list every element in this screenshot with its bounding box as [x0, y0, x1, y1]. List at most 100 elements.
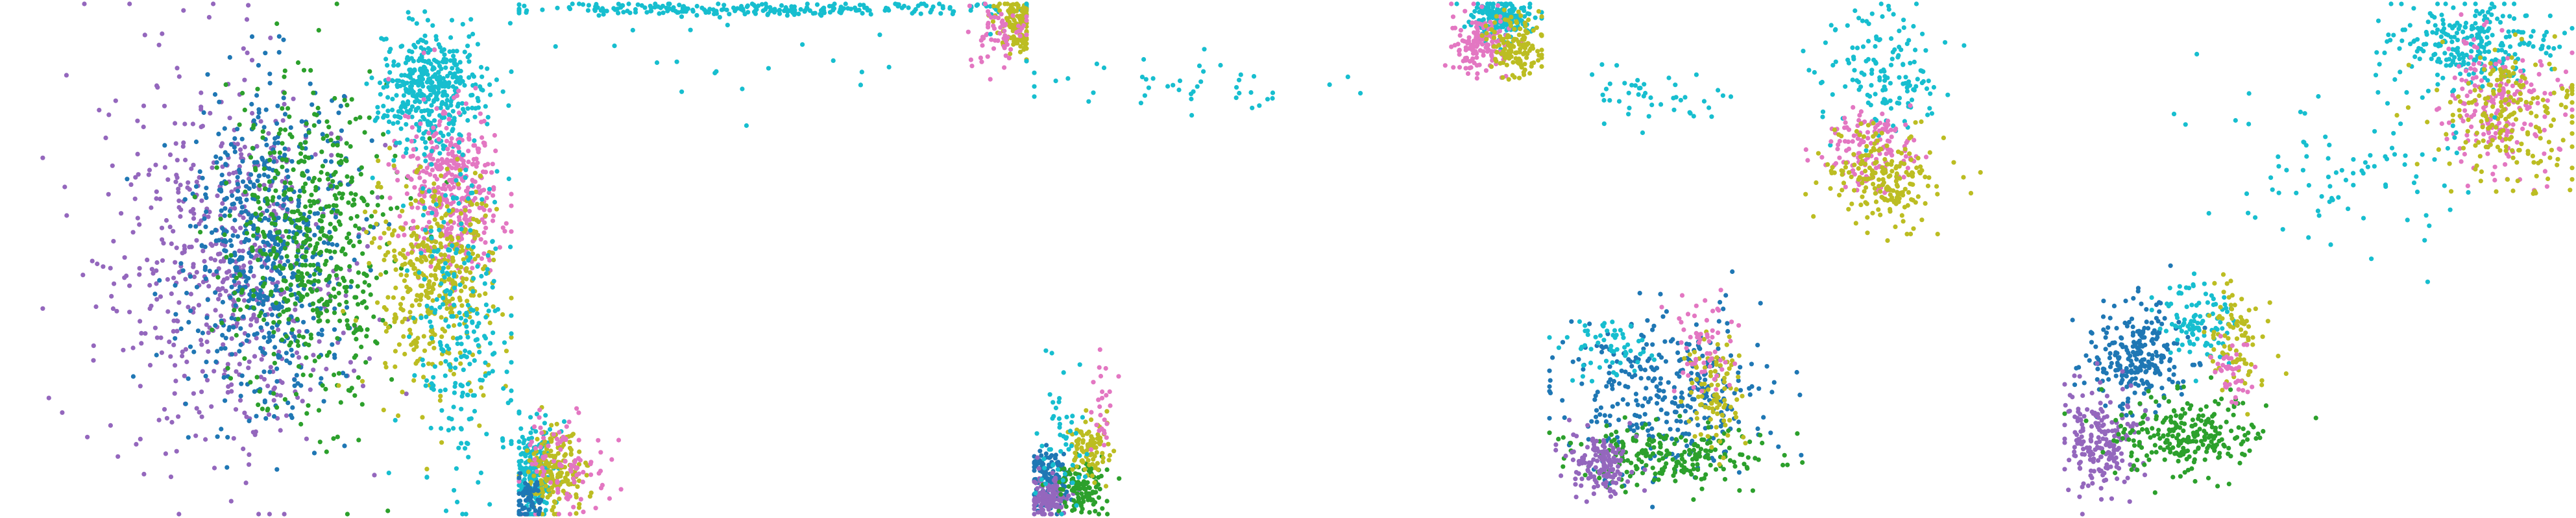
scatter-point: [446, 362, 452, 367]
scatter-point: [237, 272, 242, 277]
scatter-point: [261, 125, 267, 130]
scatter-point: [472, 256, 478, 262]
scatter-point: [504, 221, 509, 226]
scatter-point: [453, 174, 458, 179]
scatter-point: [197, 169, 202, 174]
scatter-point: [472, 138, 477, 143]
scatter-point: [429, 381, 434, 386]
scatter-point: [385, 325, 391, 330]
scatter-point: [91, 343, 96, 349]
scatter-point: [162, 143, 167, 148]
scatter-point: [221, 342, 226, 347]
scatter-point: [414, 169, 419, 175]
scatter-point: [240, 179, 246, 184]
scatter-panel-1: [0, 0, 515, 518]
scatter-point: [85, 434, 90, 439]
scatter-point: [304, 233, 309, 238]
scatter-point: [666, 1, 671, 6]
scatter-point: [435, 166, 441, 172]
scatter-point: [243, 190, 248, 195]
scatter-point: [263, 416, 269, 421]
scatter-point: [482, 334, 487, 339]
scatter-point: [237, 196, 243, 201]
scatter-point: [181, 140, 186, 145]
scatter-point: [392, 228, 397, 233]
scatter-point: [411, 42, 417, 48]
scatter-point: [1023, 43, 1028, 49]
scatter-point: [109, 293, 114, 299]
scatter-point: [441, 302, 446, 307]
scatter-point: [565, 472, 570, 477]
scatter-point: [265, 174, 271, 179]
scatter-point: [385, 508, 391, 513]
scatter-point: [318, 206, 323, 212]
scatter-point: [393, 285, 398, 291]
scatter-point: [325, 171, 330, 177]
scatter-point: [392, 254, 397, 259]
scatter-point: [413, 80, 418, 86]
scatter-point: [471, 276, 476, 281]
scatter-point: [458, 75, 463, 80]
scatter-point: [1019, 38, 1024, 43]
scatter-point: [1234, 85, 1239, 90]
scatter-point: [472, 114, 478, 119]
scatter-point: [509, 360, 514, 365]
scatter-point: [517, 463, 522, 468]
scatter-point: [267, 179, 272, 184]
scatter-point: [345, 174, 350, 179]
scatter-point: [349, 175, 355, 180]
scatter-point: [452, 323, 457, 328]
scatter-point: [450, 75, 456, 80]
scatter-point: [372, 209, 378, 214]
scatter-point: [188, 308, 193, 314]
scatter-point: [168, 475, 174, 480]
scatter-point: [563, 459, 568, 464]
scatter-point: [443, 186, 448, 192]
scatter-point: [551, 504, 556, 510]
scatter-point: [242, 410, 247, 415]
scatter-point: [745, 3, 750, 8]
scatter-point: [189, 166, 194, 171]
scatter-point: [417, 128, 422, 133]
scatter-point: [1079, 445, 1084, 450]
scatter-point: [271, 159, 276, 164]
scatter-point: [483, 373, 488, 378]
scatter-point: [520, 450, 525, 456]
scatter-point: [1097, 347, 1102, 352]
scatter-point: [690, 8, 696, 14]
scatter-point: [419, 108, 424, 114]
scatter-point: [980, 34, 985, 40]
scatter-point: [422, 140, 428, 145]
scatter-point: [176, 300, 182, 305]
scatter-point: [368, 224, 373, 229]
scatter-point: [424, 467, 430, 472]
scatter-point: [213, 154, 219, 160]
scatter-point: [1117, 476, 1122, 481]
scatter-point: [476, 321, 481, 326]
scatter-point: [311, 450, 317, 456]
scatter-point: [1189, 113, 1195, 118]
scatter-point: [154, 297, 160, 302]
scatter-point: [1083, 419, 1088, 425]
scatter-point: [626, 1, 631, 6]
scatter-point: [468, 228, 473, 233]
scatter-point: [273, 265, 278, 270]
scatter-point: [472, 195, 478, 201]
scatter-point: [303, 133, 308, 138]
scatter-point: [284, 299, 289, 304]
scatter-point: [542, 421, 547, 426]
scatter-point: [217, 188, 222, 193]
scatter-point: [380, 195, 385, 200]
scatter-point: [1097, 428, 1102, 434]
scatter-point: [114, 308, 119, 314]
scatter-point: [304, 292, 310, 297]
scatter-panel-2: [515, 0, 1030, 518]
scatter-point: [267, 233, 273, 238]
scatter-point: [320, 383, 325, 388]
scatter-point: [1191, 89, 1196, 94]
scatter-point: [225, 465, 230, 470]
scatter-point: [298, 421, 304, 427]
scatter-point: [404, 122, 409, 127]
scatter-point: [247, 292, 252, 297]
scatter-point: [433, 162, 439, 167]
